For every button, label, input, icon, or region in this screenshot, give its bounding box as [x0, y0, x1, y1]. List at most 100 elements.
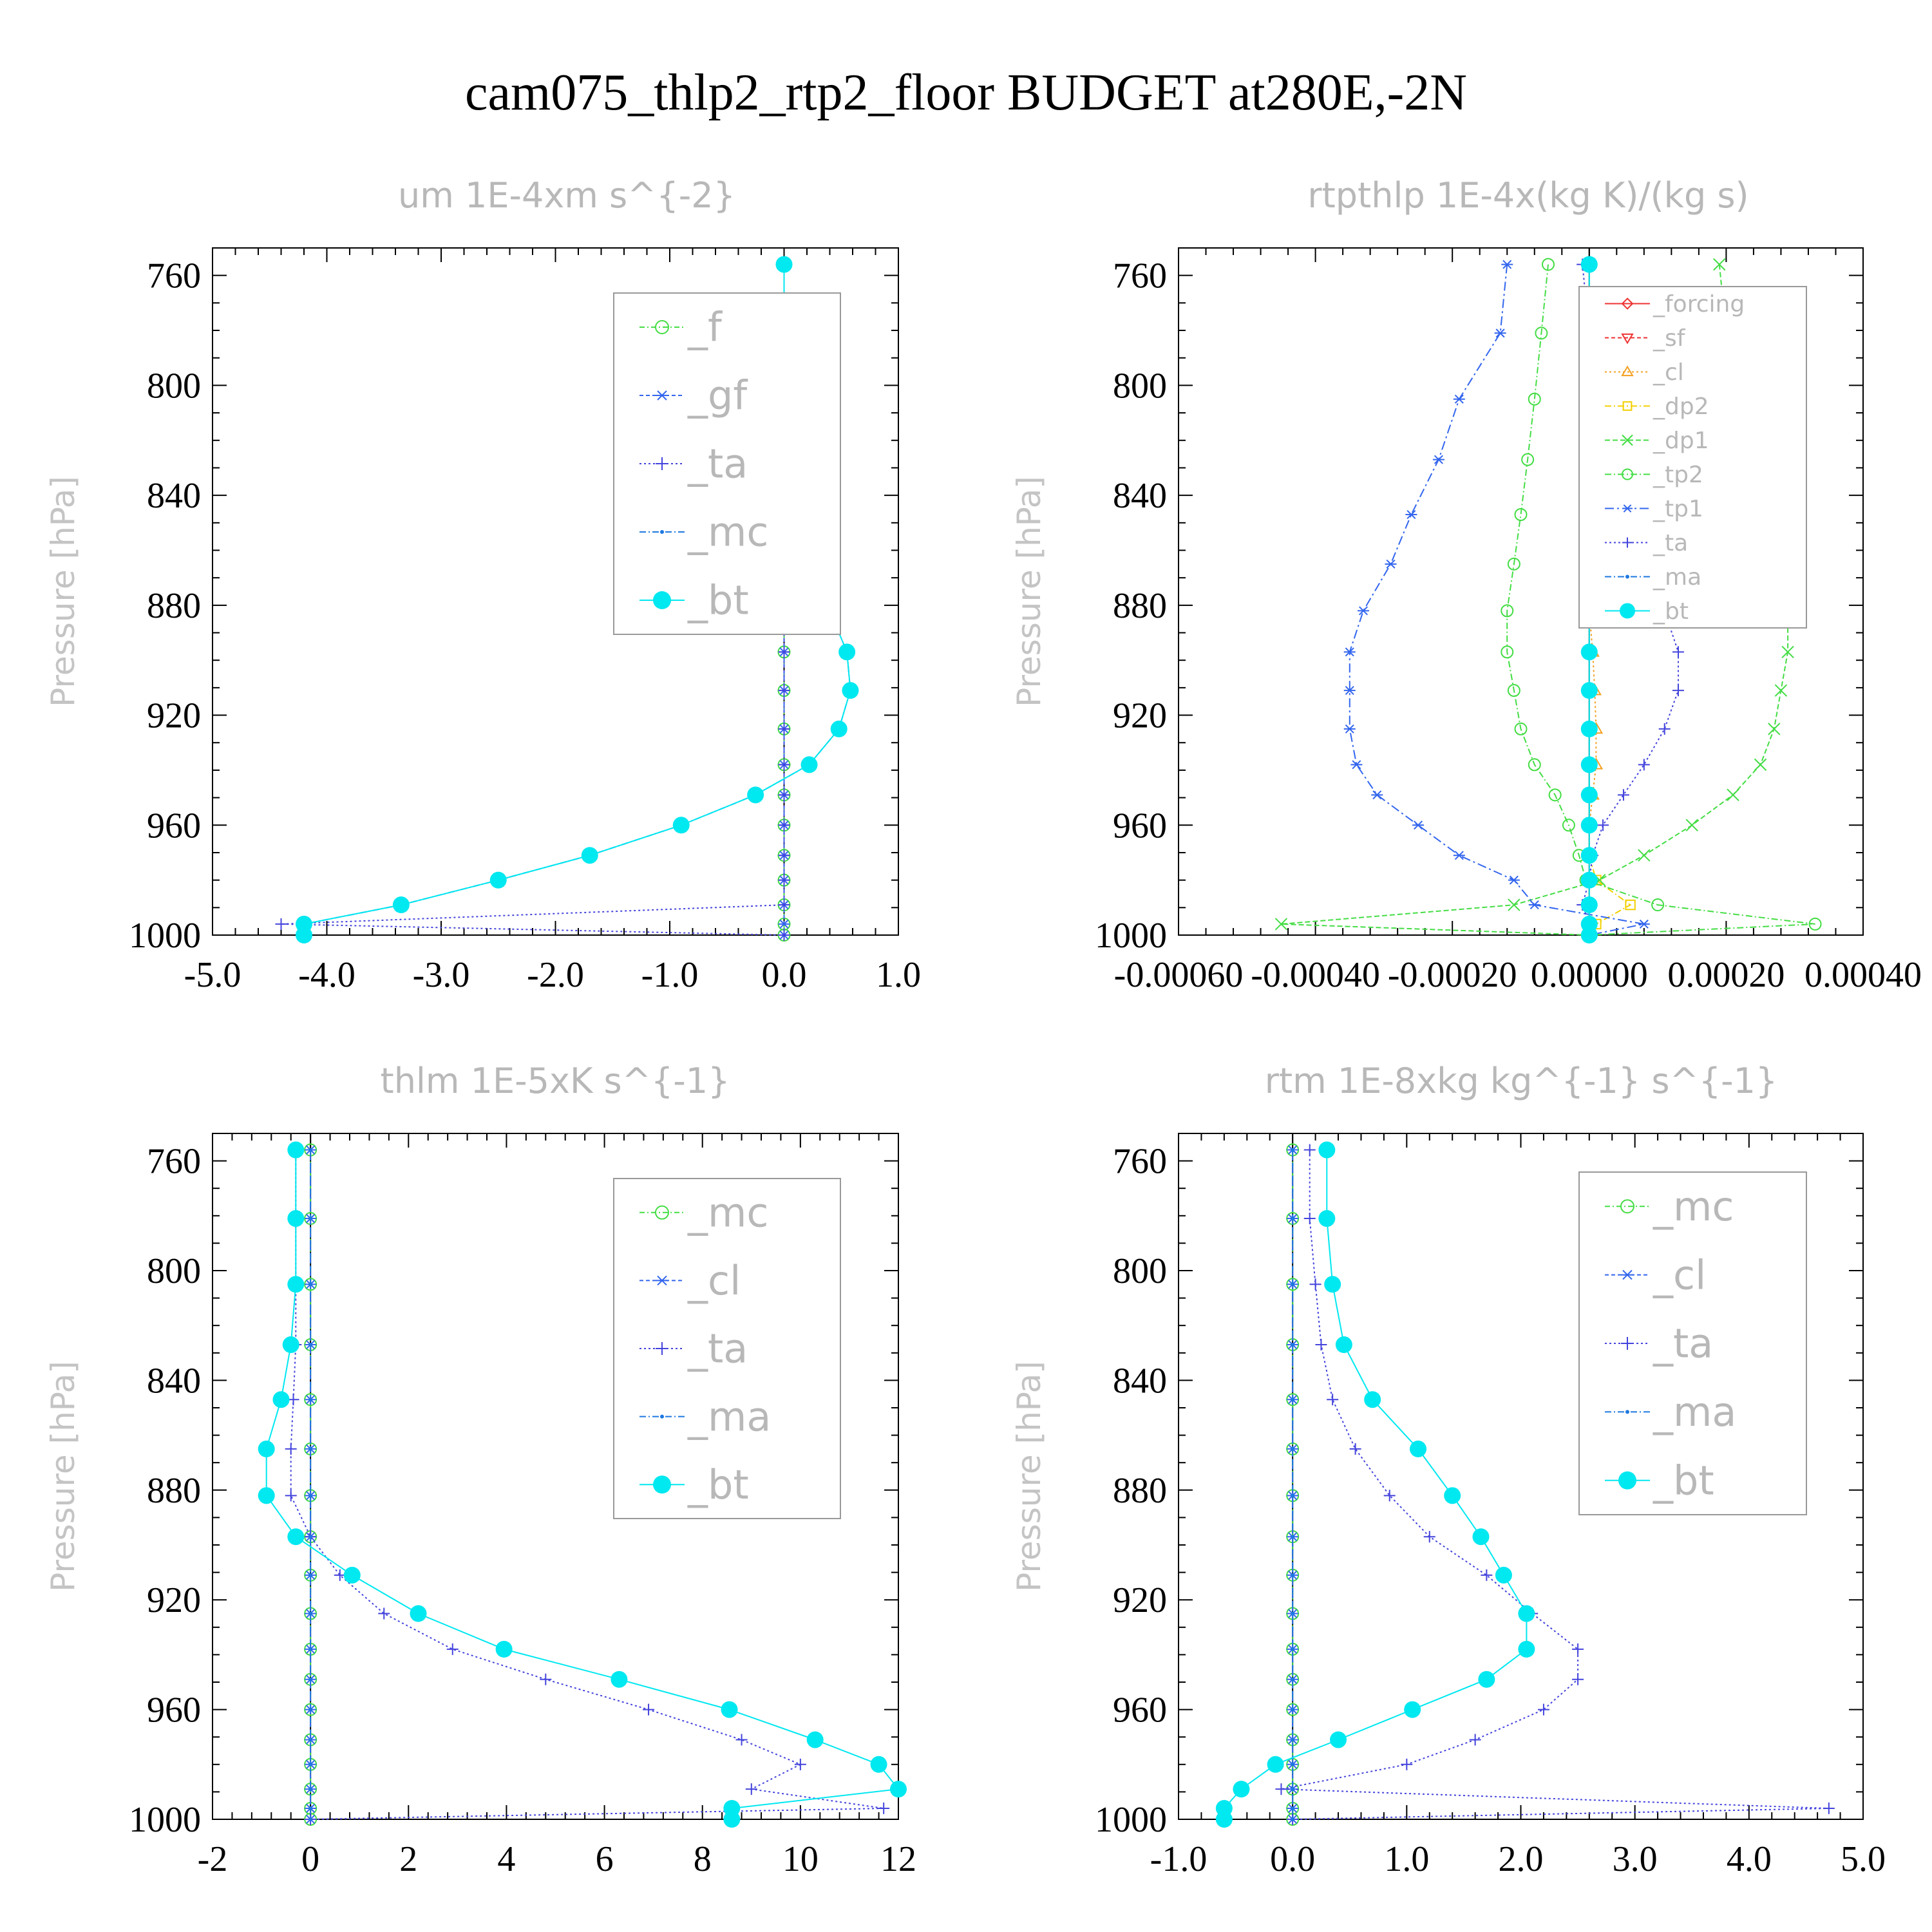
- x-tick-label: -2: [198, 1839, 228, 1879]
- data-point: [1572, 1673, 1584, 1685]
- x-tick-label: 1.0: [1384, 1839, 1429, 1879]
- data-point: [1371, 790, 1383, 800]
- data-point: [285, 1443, 297, 1455]
- data-point: [745, 1783, 757, 1795]
- data-point: [1444, 1487, 1461, 1504]
- data-point: [308, 1738, 313, 1742]
- data-point: [1385, 559, 1397, 569]
- data-point: [1617, 789, 1629, 801]
- data-point: [778, 759, 790, 771]
- data-point: [1215, 1811, 1233, 1828]
- data-point: [1291, 1817, 1295, 1821]
- y-tick-label: 960: [147, 1690, 201, 1730]
- legend-marker: [656, 457, 668, 470]
- data-point: [611, 1671, 628, 1688]
- data-point: [378, 1607, 390, 1620]
- data-point: [581, 847, 598, 864]
- legend-label: _ma: [1653, 564, 1701, 591]
- y-tick-label: 800: [1113, 1251, 1167, 1291]
- y-tick-label: 840: [147, 1361, 201, 1401]
- y-tick-label: 840: [147, 476, 201, 516]
- data-point: [1291, 1677, 1295, 1681]
- x-tick-label: 1.0: [876, 955, 921, 995]
- data-point: [1335, 1336, 1352, 1354]
- data-point: [1528, 758, 1541, 772]
- data-point: [308, 1343, 313, 1347]
- data-point: [1291, 1217, 1295, 1221]
- x-tick-label: 4.0: [1727, 1839, 1772, 1879]
- data-point: [1537, 1703, 1549, 1716]
- x-tick-label: 2: [399, 1839, 417, 1879]
- data-point: [1638, 849, 1651, 862]
- y-tick-label: 880: [147, 586, 201, 626]
- data-point: [1350, 760, 1363, 770]
- y-tick-label: 840: [1113, 1361, 1167, 1401]
- legend-marker: [1621, 1269, 1634, 1280]
- y-tick-label: 760: [1113, 1142, 1167, 1182]
- data-point: [890, 1781, 907, 1798]
- x-tick-label: -4.0: [298, 955, 355, 995]
- data-point: [1478, 1671, 1495, 1688]
- data-point: [308, 1647, 313, 1651]
- data-point: [1638, 919, 1650, 929]
- data-point: [1518, 1640, 1535, 1658]
- data-point: [1507, 557, 1520, 571]
- y-tick-label: 800: [1113, 366, 1167, 406]
- legend-box: [1578, 1171, 1807, 1515]
- data-point: [334, 1569, 346, 1581]
- data-point: [308, 1282, 313, 1287]
- data-point: [1518, 1605, 1535, 1622]
- data-point: [778, 919, 790, 929]
- x-tick-label: -5.0: [184, 955, 242, 995]
- data-point: [1808, 917, 1822, 931]
- legend-label: _ta: [687, 1325, 748, 1372]
- y-tick-label: 800: [147, 366, 201, 406]
- data-point: [1580, 817, 1598, 834]
- data-point: [1528, 900, 1540, 910]
- data-point: [1383, 1490, 1396, 1502]
- data-point: [1405, 509, 1417, 520]
- x-tick-label: -0.00020: [1388, 955, 1517, 995]
- legend-label: _cl: [1653, 1251, 1706, 1298]
- data-point: [308, 1217, 313, 1221]
- data-point: [1327, 1394, 1339, 1406]
- legend-label: _forcing: [1653, 291, 1745, 317]
- legend: _mc _cl _ta _ma _bt: [1578, 1171, 1807, 1515]
- data-point: [1291, 1806, 1295, 1810]
- data-point: [1309, 1278, 1321, 1291]
- legend-box: [613, 1178, 841, 1519]
- y-tick-label: 960: [1113, 1690, 1167, 1730]
- data-point: [1625, 899, 1636, 911]
- data-point: [870, 1756, 887, 1773]
- panel-title: thlm 1E-5xK s^{-1}: [381, 1061, 730, 1101]
- data-point: [308, 1148, 313, 1152]
- x-tick-label: 8: [694, 1839, 712, 1879]
- x-tick-label: -3.0: [413, 955, 470, 995]
- y-tick-label: 840: [1113, 476, 1167, 516]
- x-tick-label: 4: [497, 1839, 515, 1879]
- legend-marker: [655, 1205, 669, 1220]
- data-point: [1754, 758, 1767, 772]
- data-point: [1580, 256, 1598, 273]
- legend-box: [613, 292, 841, 635]
- legend-marker: [1625, 574, 1629, 579]
- data-point: [1535, 327, 1548, 340]
- data-point: [1330, 1731, 1347, 1748]
- legend-marker: [660, 530, 664, 534]
- data-point: [1481, 1569, 1493, 1581]
- legend-marker: [656, 1275, 668, 1286]
- legend-marker: [653, 591, 671, 609]
- series-line-bt: [1223, 1150, 1528, 1819]
- data-point: [446, 1643, 459, 1655]
- data-point: [282, 1336, 299, 1354]
- data-point: [747, 786, 764, 804]
- data-point: [1727, 788, 1739, 802]
- x-tick-label: 0.00020: [1667, 955, 1785, 995]
- series-line-tp2: [1506, 264, 1815, 936]
- data-point: [1453, 851, 1465, 860]
- data-point: [1580, 786, 1598, 804]
- series-line-ta: [1281, 1150, 1829, 1820]
- data-point: [735, 1734, 748, 1746]
- data-point: [1508, 898, 1520, 911]
- legend-label: _bt: [1653, 1457, 1714, 1504]
